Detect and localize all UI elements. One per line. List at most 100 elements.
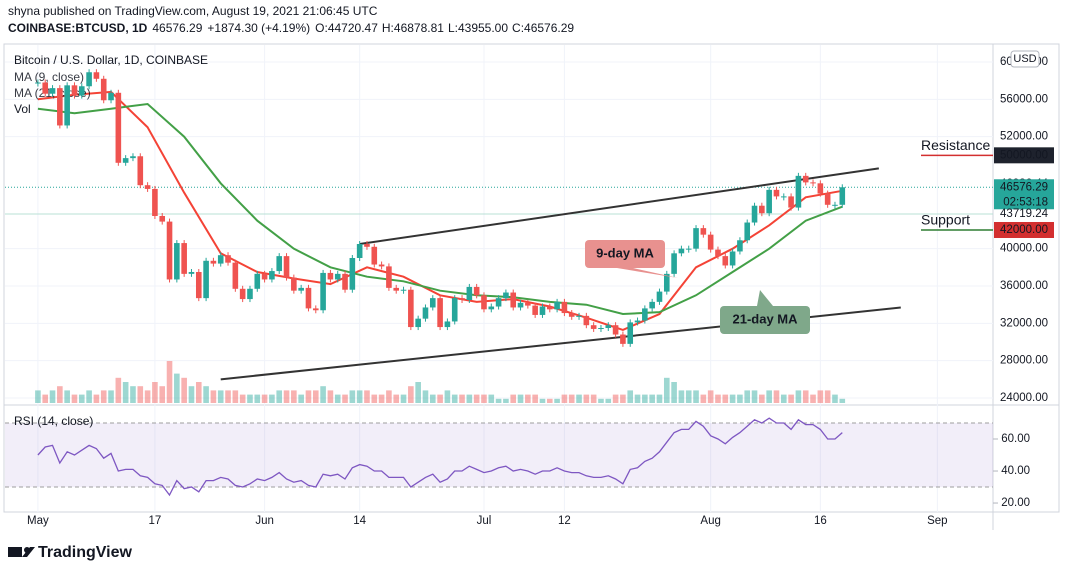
price-label-box — [994, 147, 1054, 164]
candle-body — [612, 325, 619, 335]
candle-body — [598, 327, 604, 329]
candle-body — [466, 286, 473, 300]
x-tick-label: Jul — [477, 515, 492, 527]
currency[interactable]: USD — [1013, 53, 1036, 65]
y-tick-label: 32000.00 — [1000, 317, 1048, 329]
y-tick-label: 52000.00 — [1000, 131, 1048, 143]
candle-body — [35, 82, 41, 84]
candle-body — [269, 271, 275, 280]
volume-bar — [298, 394, 304, 403]
volume-bar — [707, 390, 714, 403]
rsi-band — [5, 423, 993, 488]
candle-body — [334, 273, 341, 280]
x-tick-label: 16 — [814, 515, 827, 527]
volume-bar — [554, 398, 560, 403]
volume-bar — [334, 394, 341, 403]
volume-bar — [152, 382, 158, 403]
candle-body — [71, 85, 78, 96]
volume-bar — [832, 394, 838, 403]
volume-bar — [210, 390, 217, 403]
rsi-title: RSI (14, close) — [14, 414, 93, 428]
x-tick-label: Sep — [927, 515, 947, 527]
y-tick-label: 24000.00 — [1000, 392, 1048, 404]
moving-average — [37, 102, 843, 316]
volume-bar — [473, 394, 480, 403]
volume-bar — [459, 394, 465, 403]
chart-title: Bitcoin / U.S. Dollar, 1D, COINBASE — [14, 53, 208, 67]
legend-volume: Vol — [14, 102, 31, 116]
candle-body — [349, 257, 356, 290]
candle-body — [832, 204, 838, 206]
volume-bar — [605, 398, 612, 403]
candle-body — [576, 315, 582, 317]
candle-body — [437, 298, 443, 328]
volume-bar — [100, 390, 107, 403]
volume-bar — [839, 398, 846, 403]
x-tick-label: May — [27, 515, 49, 527]
candle-body — [429, 298, 436, 308]
candle-body — [64, 85, 70, 126]
volume-bar — [590, 394, 597, 403]
candle-body — [386, 266, 392, 288]
ohlc: 44720.47 — [328, 21, 378, 35]
price-label: 42000.00 — [1000, 224, 1048, 236]
y-tick-label: 28000.00 — [1000, 355, 1048, 367]
price-label-box — [994, 179, 1054, 210]
candle-body — [42, 82, 49, 94]
candle-body — [627, 322, 634, 344]
candle-body — [744, 222, 751, 241]
volume-bar — [166, 361, 173, 403]
candle-body — [378, 264, 385, 267]
candle-body — [152, 188, 158, 216]
candle-body — [422, 307, 429, 319]
volume-bar — [137, 386, 144, 403]
volume-bar — [320, 386, 326, 403]
candle-body — [693, 228, 699, 249]
volume-bar — [400, 394, 407, 403]
volume-bar — [634, 394, 641, 403]
volume-bar — [86, 390, 92, 403]
volume-bar — [232, 390, 239, 403]
candle-body — [327, 272, 334, 280]
currency-button[interactable] — [1010, 50, 1040, 68]
candle-body — [729, 251, 736, 266]
volume-bar — [649, 394, 655, 403]
candle-body — [408, 289, 414, 328]
volume-bar — [444, 390, 451, 403]
volume-bar — [568, 394, 575, 403]
ohlc: 43955.00 — [458, 21, 508, 35]
candle-body — [700, 228, 707, 235]
candle-body — [685, 248, 692, 250]
candle-body — [510, 292, 517, 308]
candle-body — [291, 277, 297, 291]
volume-bar — [174, 373, 180, 403]
annotation: Support — [921, 212, 970, 228]
volume-bar — [261, 394, 268, 403]
header-text: +1874.30 (+4.19%) — [207, 21, 310, 35]
volume-bar — [751, 390, 758, 403]
volume-bar — [766, 390, 772, 403]
volume-bar — [254, 394, 261, 403]
candle-body — [737, 240, 743, 252]
candle-body — [232, 262, 239, 289]
volume-bar — [729, 394, 736, 403]
volume-bar — [312, 390, 319, 403]
volume-bar — [342, 394, 348, 403]
candle-body — [217, 255, 224, 264]
volume-bar — [481, 394, 487, 403]
ohlc: 46576.29 — [524, 21, 574, 35]
candle-body — [773, 189, 780, 197]
candle-body — [751, 205, 758, 223]
volume-bar — [488, 394, 495, 403]
candle-body — [561, 301, 568, 314]
candle-body — [86, 72, 92, 87]
candle-body — [57, 88, 63, 126]
candle-body — [590, 325, 597, 329]
volume-bar — [195, 382, 202, 403]
candle-body — [488, 306, 495, 310]
y-tick-label: 40000.00 — [1000, 243, 1048, 255]
volume-bar — [722, 394, 729, 403]
candle-body — [254, 273, 261, 289]
candle-body — [459, 298, 465, 300]
volume-bar — [671, 382, 677, 403]
